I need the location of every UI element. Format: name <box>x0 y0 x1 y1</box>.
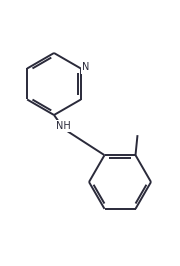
Text: NH: NH <box>56 121 70 131</box>
Text: N: N <box>82 63 89 73</box>
